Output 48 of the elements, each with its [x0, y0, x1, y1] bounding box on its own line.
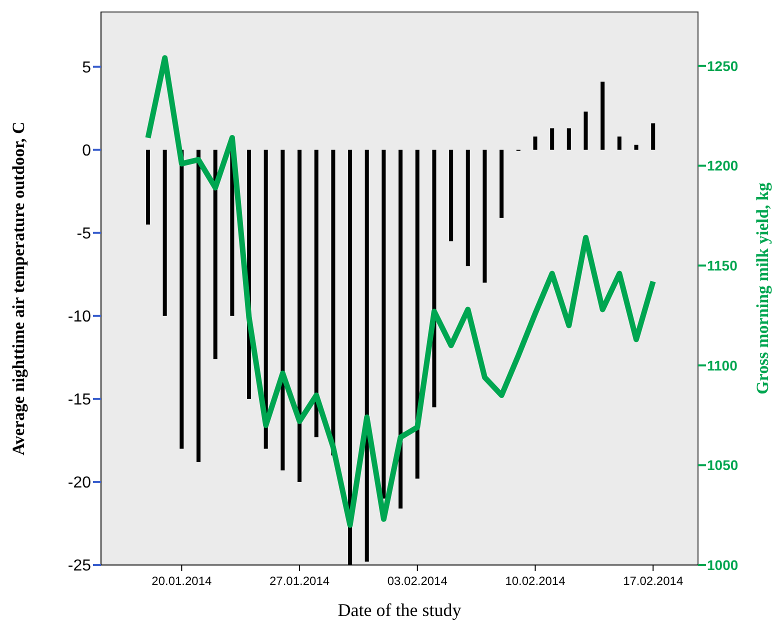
- y-tick-label: -20: [68, 474, 92, 492]
- bar: [432, 150, 436, 408]
- x-tick-label: 17.02.2014: [623, 574, 684, 588]
- y-tick-label: -15: [68, 392, 92, 409]
- y2-tick-label: 1000: [707, 556, 738, 573]
- y-tick-label: -5: [76, 225, 92, 242]
- y2-tick-label: 1250: [707, 58, 738, 74]
- bar: [264, 150, 268, 449]
- bar: [415, 150, 420, 479]
- bar: [196, 150, 201, 462]
- bar: [533, 136, 538, 150]
- bar: [634, 144, 638, 150]
- x-tick-label: 27.01.2014: [270, 574, 330, 588]
- bar: [398, 150, 403, 509]
- bar: [550, 128, 554, 150]
- bar: [600, 82, 605, 150]
- bar: [314, 150, 318, 438]
- bar: [651, 123, 656, 150]
- bar: [584, 112, 588, 150]
- bar: [482, 150, 487, 283]
- y-tick-label: 0: [82, 142, 92, 160]
- bar: [331, 150, 336, 456]
- bar: [617, 136, 622, 150]
- y-tick-label: -25: [68, 558, 92, 575]
- y2-tick-label: 1100: [707, 357, 738, 374]
- x-axis-title: Date of the study: [338, 600, 462, 620]
- bar: [364, 150, 369, 562]
- x-tick-label: 03.02.2014: [387, 574, 448, 588]
- y-axis-title: Average nighttime air temperature outdoor, C: [9, 122, 28, 456]
- x-tick-label: 20.01.2014: [152, 574, 212, 588]
- bar: [213, 150, 218, 360]
- bar: [280, 150, 285, 470]
- bar: [298, 150, 302, 482]
- y-tick-label: 5: [82, 59, 92, 76]
- bar: [180, 150, 184, 449]
- bar: [466, 150, 470, 266]
- bar: [566, 128, 571, 150]
- y2-tick-label: 1200: [707, 158, 738, 174]
- y2-axis-title: Gross morning milk yield, kg: [753, 182, 772, 394]
- y2-tick-label: 1150: [707, 257, 738, 274]
- bar: [449, 150, 454, 242]
- bar: [162, 150, 167, 316]
- y-tick-label: -10: [68, 308, 92, 326]
- bar: [382, 150, 386, 499]
- x-tick-label: 10.02.2014: [505, 574, 566, 588]
- bar: [500, 150, 504, 218]
- bar: [146, 150, 150, 225]
- y2-tick-label: 1050: [707, 457, 738, 474]
